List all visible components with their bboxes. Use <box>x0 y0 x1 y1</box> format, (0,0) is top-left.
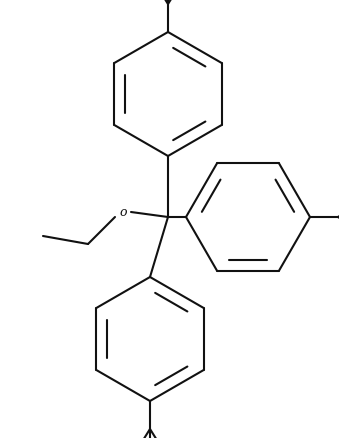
Text: o: o <box>119 206 127 219</box>
